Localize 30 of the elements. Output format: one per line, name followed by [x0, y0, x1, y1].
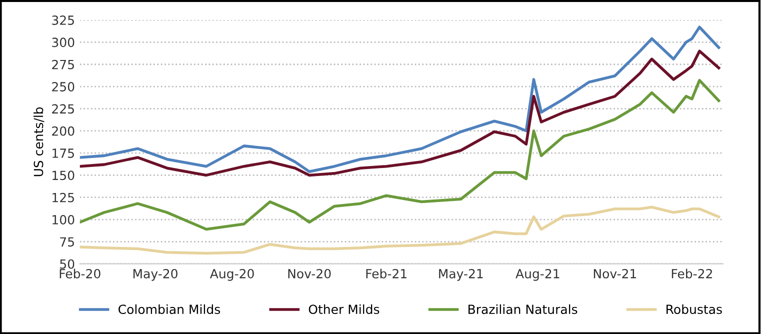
y-tick-label: 125 — [52, 192, 74, 202]
x-tick-label: Aug-21 — [516, 268, 560, 281]
x-tick-label: Nov-20 — [288, 268, 331, 278]
y-tick-label: 175 — [52, 148, 74, 158]
y-tick-label: 150 — [52, 170, 74, 180]
legend-label: Brazilian Naturals — [468, 304, 578, 314]
y-tick-label: 75 — [60, 237, 74, 247]
legend-label: Colombian Milds — [118, 304, 220, 314]
x-tick-label: Aug-20 — [210, 268, 254, 281]
y-tick-label: 325 — [52, 16, 74, 25]
y-tick-label: 250 — [52, 82, 74, 92]
line-series — [80, 50, 720, 177]
x-tick-label: Feb-21 — [366, 268, 406, 278]
y-tick-label: 200 — [52, 126, 74, 136]
legend-label: Robustas — [666, 304, 722, 314]
x-tick-label: May-21 — [439, 268, 483, 281]
y-axis-title: US cents/lb — [34, 107, 44, 176]
y-tick-label: 225 — [52, 104, 74, 114]
x-tick-label: May-20 — [133, 268, 178, 281]
x-tick-label: Feb-22 — [672, 268, 712, 278]
line-series — [80, 78, 720, 231]
line-series — [80, 206, 720, 255]
legend-label: Other Milds — [308, 304, 380, 314]
x-tick-label: Feb-20 — [60, 268, 100, 278]
y-tick-label: 100 — [52, 215, 74, 224]
y-tick-label: 50 — [60, 259, 74, 269]
y-tick-label: 300 — [52, 38, 74, 48]
x-tick-label: Nov-21 — [594, 268, 636, 278]
y-tick-label: 275 — [52, 60, 74, 70]
line-series — [80, 26, 720, 174]
